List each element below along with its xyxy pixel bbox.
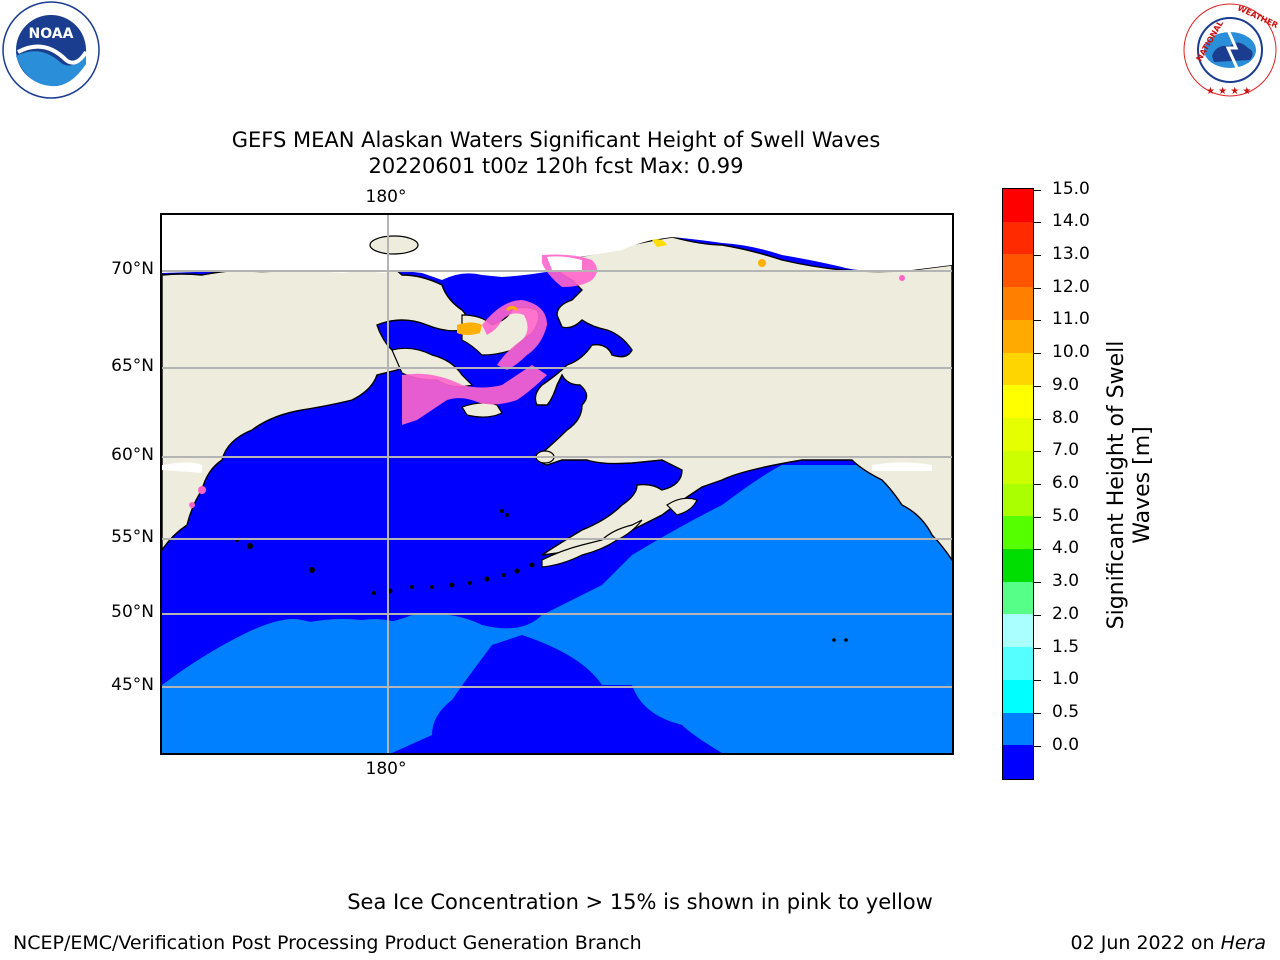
colorbar-tick-label: 10.0 <box>1052 342 1090 363</box>
svg-text:★ ★ ★ ★: ★ ★ ★ ★ <box>1206 86 1251 97</box>
lat-label-45n: 45°N <box>111 675 154 695</box>
lat-label-70n: 70°N <box>111 259 154 279</box>
colorbar-band <box>1003 418 1033 452</box>
colorbar-tick-label: 5.0 <box>1052 505 1080 526</box>
sea-ice-note: Sea Ice Concentration > 15% is shown in … <box>347 890 933 914</box>
colorbar-tick-mark <box>1034 353 1041 355</box>
colorbar-tick-mark <box>1034 418 1041 420</box>
colorbar-tick-mark <box>1034 254 1041 256</box>
colorbar-tick-label: 6.0 <box>1052 473 1080 493</box>
swell-region-west <box>272 619 422 684</box>
colorbar-title-line1: Significant Height of Swell <box>1104 340 1129 630</box>
chart-title: GEFS MEAN Alaskan Waters Significant Hei… <box>231 128 881 152</box>
colorbar-tick-label: 13.0 <box>1052 243 1090 264</box>
colorbar-band <box>1003 647 1033 681</box>
colorbar-tick-mark <box>1034 484 1041 485</box>
colorbar-band <box>1003 385 1033 419</box>
wrangel-island <box>369 235 419 255</box>
colorbar-band <box>1003 287 1033 321</box>
sea-ice <box>162 239 932 508</box>
colorbar-title-line2: Waves [m] <box>1130 426 1155 544</box>
colorbar-tick-mark <box>1034 451 1041 453</box>
map-svg <box>162 215 952 753</box>
colorbar-band <box>1003 548 1033 583</box>
colorbar-tick-label: 0.5 <box>1052 702 1080 723</box>
colorbar-band <box>1003 712 1033 746</box>
colorbar-tick-label: 11.0 <box>1052 309 1090 330</box>
branch-label: NCEP/EMC/Verification Post Processing Pr… <box>13 932 642 954</box>
alaska-peninsula <box>541 519 643 568</box>
colorbar-tick-label: 2.0 <box>1052 603 1080 624</box>
colorbar-band <box>1003 319 1033 354</box>
colorbar-tick-label: 12.0 <box>1052 276 1090 297</box>
lat-label-55n: 55°N <box>111 527 154 547</box>
map-gridlines <box>162 215 952 753</box>
land-arctic-top <box>162 215 952 280</box>
colorbar-tick-mark <box>1034 614 1041 616</box>
nws-logo: NATIONAL WEATHER ★ ★ ★ ★ <box>1176 0 1280 100</box>
colorbar-band <box>1003 745 1033 779</box>
lat-label-65n: 65°N <box>111 356 154 376</box>
colorbar-tick-label: 14.0 <box>1052 211 1090 232</box>
colorbar-tick-label: 3.0 <box>1052 571 1080 592</box>
lat-label-60n: 60°N <box>111 445 154 465</box>
colorbar-tick-label: 7.0 <box>1052 440 1080 461</box>
swell-region-southwest <box>162 713 392 753</box>
colorbar-tick-label: 4.0 <box>1052 538 1080 559</box>
lon-label-top: 180° <box>365 187 407 207</box>
colorbar-band <box>1003 679 1033 714</box>
colorbar <box>1002 188 1034 780</box>
colorbar-tick-mark <box>1034 582 1041 584</box>
colorbar-band <box>1003 581 1033 615</box>
colorbar-tick-label: 9.0 <box>1052 374 1080 395</box>
kodiak-island <box>666 497 698 516</box>
colorbar-band <box>1003 516 1033 550</box>
colorbar-title: Significant Height of Swell Waves [m] <box>1104 341 1156 630</box>
date-label: 02 Jun 2022 on Hera <box>1071 932 1266 954</box>
colorbar-band <box>1003 483 1033 517</box>
colorbar-tick-label: 15.0 <box>1052 178 1090 199</box>
colorbar-tick-label: 8.0 <box>1052 407 1080 428</box>
colorbar-tick-mark <box>1034 647 1041 649</box>
machine-name: Hera <box>1220 932 1266 954</box>
colorbar-tick-mark <box>1034 385 1041 387</box>
colorbar-band <box>1003 352 1033 386</box>
colorbar-tick-mark <box>1034 713 1041 715</box>
colorbar-tick-label: 1.5 <box>1052 636 1080 657</box>
colorbar-band <box>1003 614 1033 648</box>
swell-region-south <box>162 465 952 753</box>
colorbar-band <box>1003 450 1033 485</box>
colorbar-tick-label: 1.0 <box>1052 669 1080 690</box>
st-lawrence-island <box>461 402 503 418</box>
colorbar-tick-mark <box>1034 680 1041 682</box>
colorbar-band <box>1003 189 1033 223</box>
chart-subtitle: 20220601 t00z 120h fcst Max: 0.99 <box>368 154 744 178</box>
colorbar-tick-mark <box>1034 222 1041 224</box>
colorbar-tick-label: 0.0 <box>1052 734 1080 755</box>
colorbar-band <box>1003 221 1033 256</box>
colorbar-tick-mark <box>1034 320 1041 322</box>
colorbar-tick-mark <box>1034 516 1041 518</box>
lon-label-bottom: 180° <box>365 759 407 779</box>
noaa-logo-text: NOAA <box>29 26 74 42</box>
lat-label-50n: 50°N <box>111 602 154 622</box>
colorbar-tick-mark <box>1034 287 1041 289</box>
colorbar-tick-mark <box>1034 189 1041 191</box>
colorbar-tick-mark <box>1034 549 1041 551</box>
colorbar-band <box>1003 254 1033 288</box>
colorbar-tick-mark <box>1034 745 1041 747</box>
noaa-logo: NOAA <box>0 0 104 104</box>
map-panel <box>160 213 954 755</box>
date-text: 02 Jun 2022 on <box>1070 932 1221 954</box>
